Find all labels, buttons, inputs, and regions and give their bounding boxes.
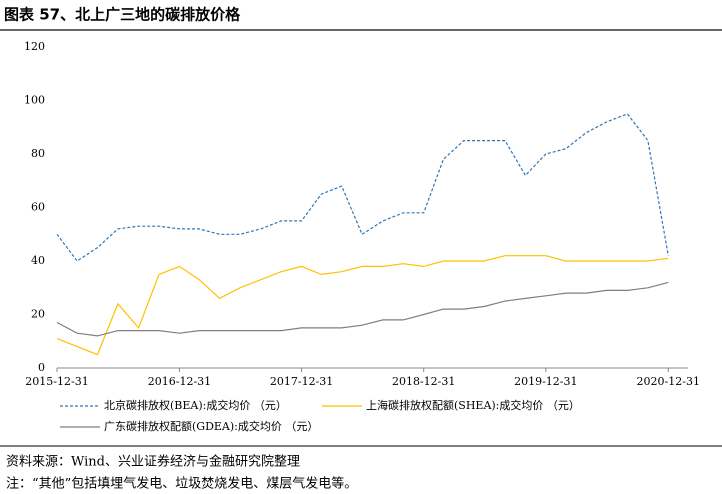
series-line xyxy=(56,281,669,337)
y-tick-label: 100 xyxy=(24,94,45,107)
y-tick-label: 0 xyxy=(38,361,45,374)
x-tick-label: 2015-12-31 xyxy=(25,375,88,388)
y-tick-label: 60 xyxy=(31,201,45,214)
legend-label: 北京碳排放权(BEA):成交均价 （元） xyxy=(104,398,287,412)
x-tick-label: 2018-12-31 xyxy=(392,375,455,388)
y-tick-label: 120 xyxy=(24,40,45,53)
y-tick-label: 80 xyxy=(31,147,45,160)
y-tick-label: 20 xyxy=(31,308,45,321)
x-tick-label: 2017-12-31 xyxy=(270,375,333,388)
x-tick-label: 2020-12-31 xyxy=(637,375,700,388)
series-line xyxy=(56,113,669,262)
legend-label: 上海碳排放权配额(SHEA):成交均价 （元） xyxy=(366,398,580,412)
series-line xyxy=(56,255,669,356)
source: 资料来源：Wind、兴业证券经济与金融研究院整理 xyxy=(6,454,300,470)
legend-label: 广东碳排放权配额(GDEA):成交均价 （元） xyxy=(104,419,318,433)
x-tick-label: 2019-12-31 xyxy=(514,375,577,388)
chart-title: 图表 57、北上广三地的碳排放价格 xyxy=(4,6,241,24)
note: 注：“其他”包括填埋气发电、垃圾焚烧发电、煤层气发电等。 xyxy=(6,476,357,492)
y-tick-label: 40 xyxy=(31,254,45,267)
x-tick-label: 2016-12-31 xyxy=(148,375,211,388)
